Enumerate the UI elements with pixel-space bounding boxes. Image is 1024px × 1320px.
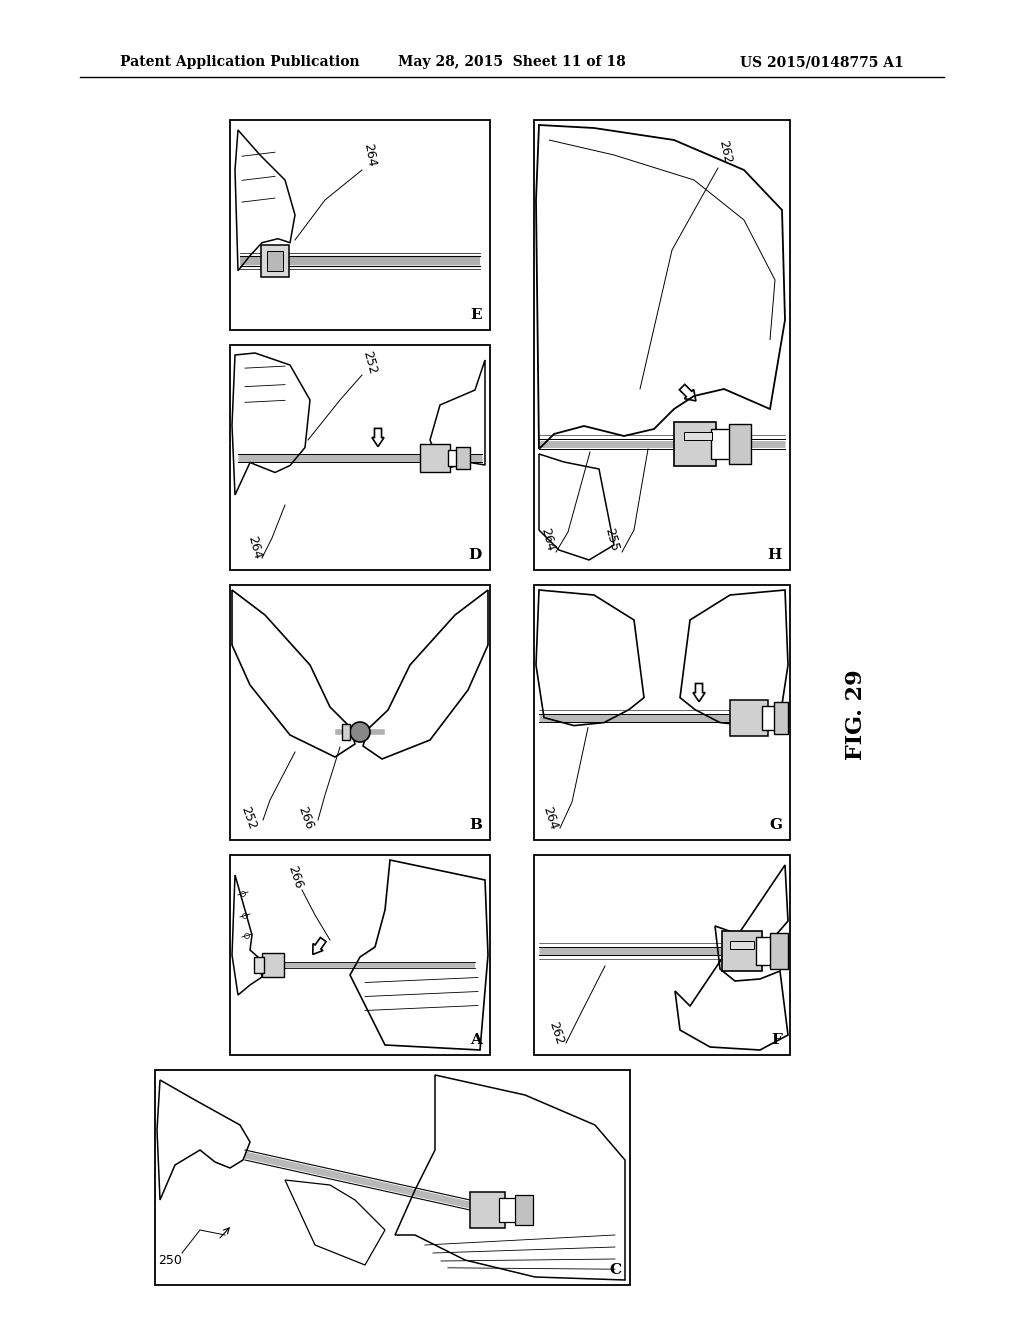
Text: 264: 264: [539, 527, 557, 553]
Text: A: A: [470, 1034, 482, 1047]
Bar: [230, 585, 490, 840]
Bar: [722, 931, 762, 972]
Text: 250: 250: [158, 1254, 182, 1266]
Bar: [470, 1192, 505, 1228]
Text: E: E: [470, 308, 482, 322]
Bar: [230, 855, 490, 1055]
Bar: [534, 120, 790, 570]
Bar: [420, 444, 450, 471]
Bar: [756, 937, 778, 965]
Text: B: B: [469, 818, 482, 832]
Bar: [155, 1071, 630, 1284]
Bar: [534, 585, 790, 840]
Text: C: C: [610, 1263, 622, 1276]
Bar: [262, 953, 284, 977]
Bar: [711, 429, 736, 459]
Text: 264: 264: [246, 535, 264, 561]
Circle shape: [350, 722, 370, 742]
Bar: [770, 933, 788, 969]
Text: D: D: [469, 548, 482, 562]
Bar: [267, 251, 283, 271]
Text: 266: 266: [285, 863, 305, 890]
Text: 264: 264: [541, 805, 560, 832]
Text: 252: 252: [238, 805, 258, 832]
Bar: [449, 450, 460, 466]
Text: 262: 262: [716, 139, 734, 165]
Bar: [534, 855, 790, 1055]
Text: 264: 264: [361, 143, 379, 168]
Bar: [674, 422, 716, 466]
Bar: [230, 120, 490, 330]
Bar: [499, 1199, 519, 1222]
Text: FIG. 29: FIG. 29: [845, 669, 867, 760]
Bar: [684, 432, 712, 440]
Bar: [261, 244, 289, 277]
Text: US 2015/0148775 A1: US 2015/0148775 A1: [740, 55, 904, 69]
Text: 255: 255: [603, 527, 622, 553]
Bar: [515, 1195, 534, 1225]
Bar: [730, 941, 754, 949]
Bar: [254, 957, 264, 973]
Text: 262: 262: [546, 1020, 566, 1047]
Bar: [774, 702, 788, 734]
Bar: [230, 345, 490, 570]
Text: G: G: [769, 818, 782, 832]
Text: May 28, 2015  Sheet 11 of 18: May 28, 2015 Sheet 11 of 18: [398, 55, 626, 69]
Bar: [730, 700, 768, 735]
Text: F: F: [771, 1034, 782, 1047]
Text: 252: 252: [360, 350, 379, 376]
Bar: [729, 424, 751, 465]
Text: 266: 266: [295, 805, 315, 832]
Text: Patent Application Publication: Patent Application Publication: [120, 55, 359, 69]
Text: H: H: [768, 548, 782, 562]
Bar: [762, 706, 780, 730]
Bar: [342, 723, 350, 741]
Bar: [456, 446, 470, 469]
